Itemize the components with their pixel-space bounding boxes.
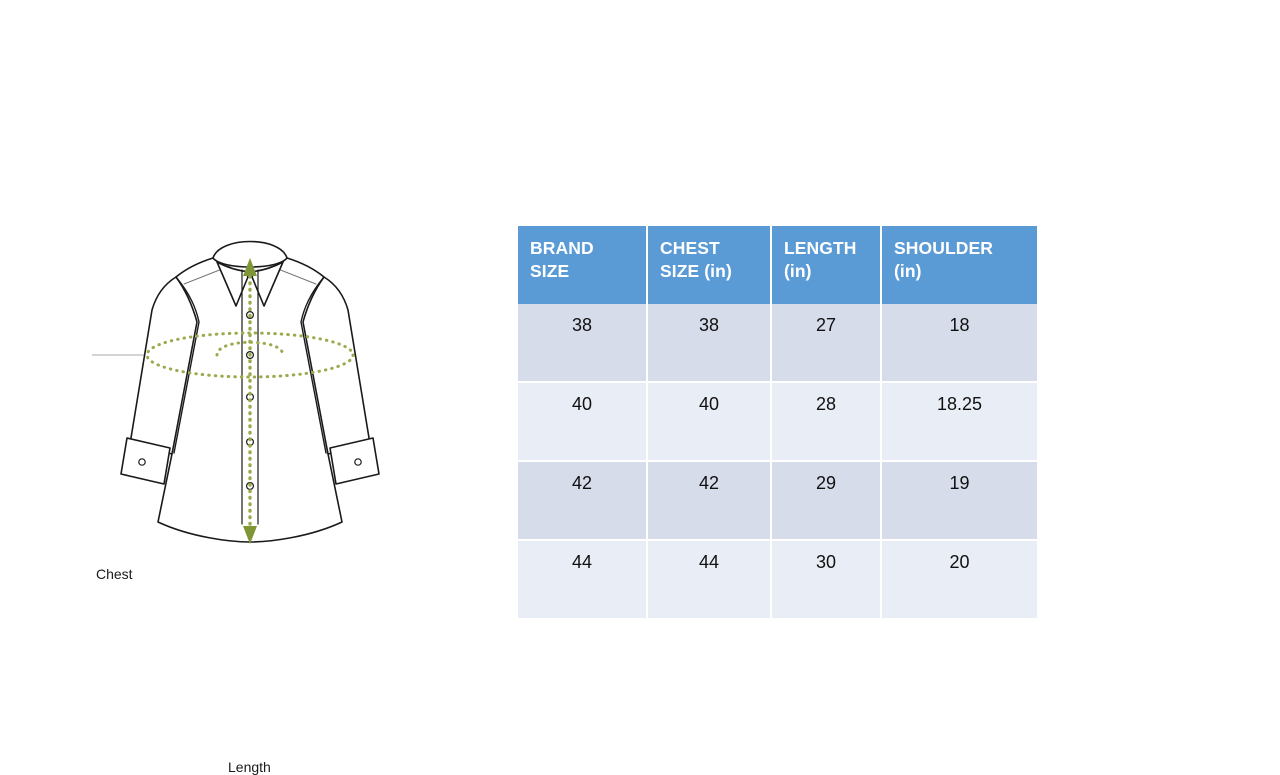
cell-shoulder: 18.25	[881, 382, 1037, 462]
left-armhole-seam	[173, 276, 200, 454]
column-header-line2: SIZE	[530, 261, 570, 282]
cell-length: 27	[771, 304, 882, 383]
column-header-line2: SIZE (in)	[660, 261, 732, 282]
column-header-brand-size: BRAND SIZE	[518, 226, 648, 304]
column-header-length: LENGTH (in)	[771, 226, 882, 304]
cell-shoulder: 18	[881, 304, 1037, 383]
table-row: 40 40 28 18.25	[518, 382, 1037, 462]
cell-length: 29	[771, 461, 882, 541]
table-header-row: BRAND SIZE CHEST SIZE (in) LENGTH (in) S…	[518, 226, 1037, 304]
cell-length: 28	[771, 382, 882, 462]
cell-shoulder: 19	[881, 461, 1037, 541]
table-row: 44 44 30 20	[518, 540, 1037, 618]
column-header-line1: BRAND	[530, 238, 594, 258]
cell-length: 30	[771, 540, 882, 618]
column-header-line2: (in)	[894, 261, 922, 282]
table-row: 42 42 29 19	[518, 461, 1037, 541]
shirt-diagram: Chest Length	[80, 222, 420, 774]
length-arrowhead-bottom	[243, 526, 257, 544]
chest-ellipse-outline	[145, 331, 355, 379]
size-chart-table: BRAND SIZE CHEST SIZE (in) LENGTH (in) S…	[518, 226, 1037, 618]
cell-chest-size: 42	[647, 461, 772, 541]
right-cuff-button	[354, 458, 362, 466]
cell-brand-size: 40	[518, 382, 648, 462]
column-header-line2: (in)	[784, 261, 812, 282]
left-cuff-button	[138, 458, 146, 466]
column-header-line1: LENGTH	[784, 238, 857, 258]
button-placket	[241, 269, 259, 525]
table-header: BRAND SIZE CHEST SIZE (in) LENGTH (in) S…	[518, 226, 1037, 304]
cell-chest-size: 44	[647, 540, 772, 618]
length-measurement-arrow	[243, 258, 257, 544]
length-arrowhead-top	[243, 258, 257, 276]
cell-shoulder: 20	[881, 540, 1037, 618]
column-header-line1: SHOULDER	[894, 238, 993, 258]
size-chart-canvas: Chest Length BRAND SIZE CHEST SIZE (in)	[80, 222, 1037, 774]
collar-band	[212, 240, 288, 268]
chest-measurement-label: Chest	[96, 566, 133, 582]
cell-brand-size: 42	[518, 461, 648, 541]
cell-brand-size: 38	[518, 304, 648, 383]
table-body: 38 38 27 18 40 40 28 18.25 42 42 29 19	[518, 304, 1037, 618]
shirt-illustration-svg	[92, 240, 380, 544]
cell-chest-size: 40	[647, 382, 772, 462]
table-row: 38 38 27 18	[518, 304, 1037, 383]
right-armhole-seam	[300, 276, 327, 454]
shirt-body-group	[120, 240, 380, 543]
cell-brand-size: 44	[518, 540, 648, 618]
cell-chest-size: 38	[647, 304, 772, 383]
size-chart-table-container: BRAND SIZE CHEST SIZE (in) LENGTH (in) S…	[518, 226, 1037, 618]
column-header-chest-size: CHEST SIZE (in)	[647, 226, 772, 304]
column-header-line1: CHEST	[660, 238, 720, 258]
length-measurement-label: Length	[228, 759, 271, 775]
column-header-shoulder: SHOULDER (in)	[881, 226, 1037, 304]
